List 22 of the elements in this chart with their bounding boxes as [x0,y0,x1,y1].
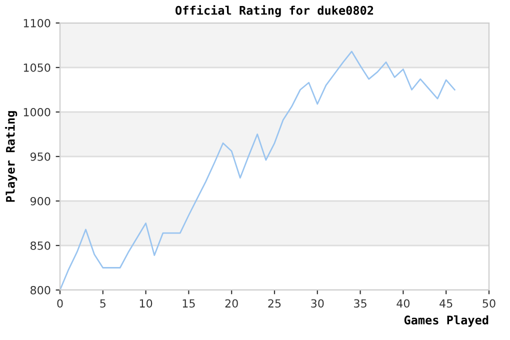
y-tick-label: 1000 [24,108,50,116]
x-tick-label: 25 [268,299,281,308]
y-tick-label: 800 [30,286,50,294]
y-tick-label: 900 [30,196,50,206]
chart-title: Official Rating for duke0802 [176,5,374,18]
x-tick-label: 40 [396,299,410,308]
x-tick-label: 35 [354,299,366,308]
x-tick-label: 20 [225,299,238,308]
x-tick-label: 30 [311,299,324,308]
x-tick-label: 50 [482,299,496,308]
y-tick-label: 850 [30,241,50,250]
x-tick-label: 10 [140,299,152,308]
y-tick-label: 1100 [24,18,50,28]
y-tick-label: 1050 [24,63,50,72]
x-tick-label: 15 [182,299,195,308]
y-axis-title: Player Rating [5,111,18,202]
x-axis-title: Games Played [404,315,488,327]
y-tick-label: 950 [30,152,50,161]
x-tick-label: 5 [100,299,106,308]
x-tick-label: 45 [440,299,452,308]
x-tick-label: 0 [57,299,63,308]
line-series [60,50,456,290]
